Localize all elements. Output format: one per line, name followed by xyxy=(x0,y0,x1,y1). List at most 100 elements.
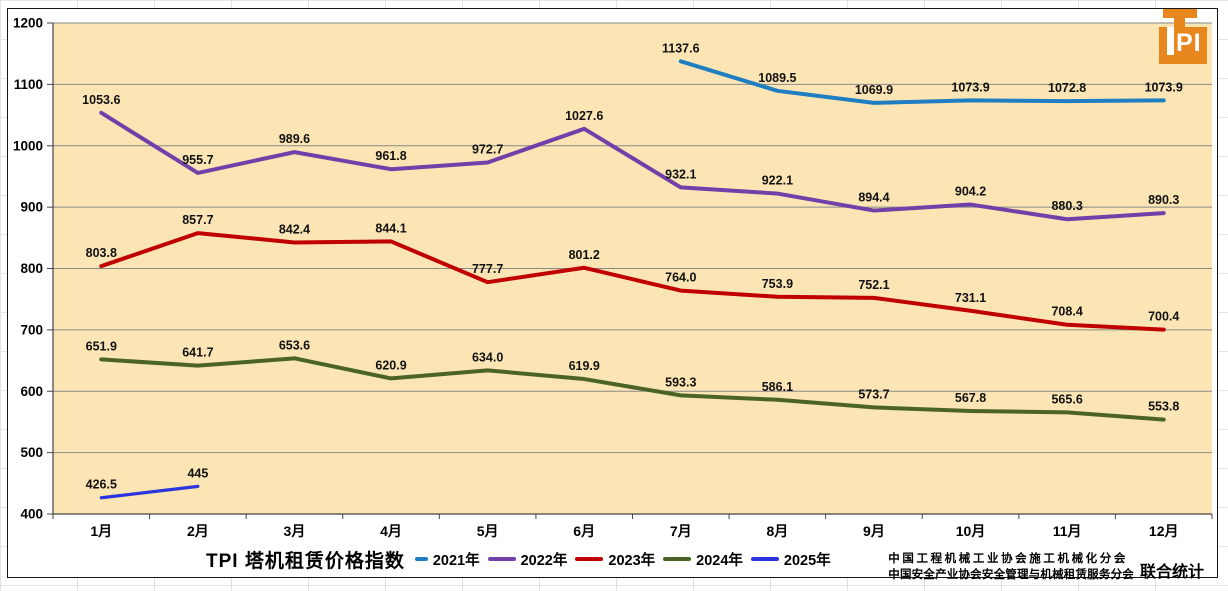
legend-swatch-icon xyxy=(414,557,428,561)
data-label: 1073.9 xyxy=(1145,80,1183,94)
tpi-logo-t-bar-icon xyxy=(1163,9,1197,18)
chart-frame: 400 500 600 700 800 900 1000 1100 1200 1月 2月 3月 4月 5月… xyxy=(7,8,1218,581)
x-axis-label: 10月 xyxy=(956,523,986,539)
credit-joint-label: 联合统计 xyxy=(1139,564,1204,581)
data-label: 972.7 xyxy=(472,143,503,157)
data-label: 426.5 xyxy=(86,478,117,492)
x-axis-label: 7月 xyxy=(670,523,692,539)
legend-label: 2025年 xyxy=(783,552,831,569)
data-label: 619.9 xyxy=(569,359,600,373)
legend-label: 2021年 xyxy=(432,552,480,569)
legend-item-2023年: 2023年 xyxy=(575,549,655,570)
data-label: 904.2 xyxy=(955,185,986,199)
data-label: 1073.9 xyxy=(951,80,989,94)
series-line-2023年 xyxy=(99,231,1166,332)
data-label: 842.4 xyxy=(279,222,310,236)
legend-item-2022年: 2022年 xyxy=(487,549,568,570)
data-label: 708.4 xyxy=(1051,305,1082,319)
data-label: 700.4 xyxy=(1148,310,1179,324)
series-line-2025年 xyxy=(99,484,200,500)
data-label: 880.3 xyxy=(1051,199,1082,213)
y-axis-label: 900 xyxy=(20,200,43,215)
series-line-2024年 xyxy=(99,356,1166,422)
x-axis-label: 8月 xyxy=(766,523,788,539)
data-label: 731.1 xyxy=(955,291,986,305)
legend-label: 2024年 xyxy=(696,552,743,569)
y-axis-label: 1100 xyxy=(14,77,43,92)
y-axis-label: 400 xyxy=(20,507,43,522)
data-label: 445 xyxy=(187,466,208,480)
data-label: 932.1 xyxy=(665,167,696,181)
tpi-logo: PI xyxy=(1159,9,1207,64)
data-label: 651.9 xyxy=(86,339,117,353)
legend-label: 2023年 xyxy=(608,552,656,569)
data-label: 586.1 xyxy=(762,380,793,394)
data-label: 653.6 xyxy=(279,338,310,352)
credits-footer: 中国工程机械工业协会施工机械化分会 中国安全产业协会安全管理与机械租赁服务分会 … xyxy=(888,550,1204,582)
x-axis-label: 9月 xyxy=(863,523,885,539)
x-axis-label: 6月 xyxy=(573,523,595,539)
data-label: 634.0 xyxy=(472,350,503,364)
legend-swatch-icon xyxy=(575,557,604,561)
x-axis-label: 4月 xyxy=(380,523,402,539)
data-label: 894.4 xyxy=(858,191,889,205)
tpi-logo-letters: PI xyxy=(1176,29,1202,57)
x-axis-label: 3月 xyxy=(284,523,306,539)
y-axis-label: 600 xyxy=(20,384,43,399)
data-label: 553.8 xyxy=(1148,400,1179,414)
data-label: 777.7 xyxy=(472,262,503,276)
y-axis-label: 700 xyxy=(20,322,43,337)
credit-line-2: 中国安全产业协会安全管理与机械租赁服务分会 xyxy=(888,569,1134,581)
data-label: 620.9 xyxy=(375,358,406,372)
tpi-logo-box: PI xyxy=(1159,27,1207,64)
data-label: 593.3 xyxy=(665,375,696,389)
data-label: 803.8 xyxy=(86,246,117,260)
data-label: 955.7 xyxy=(182,153,213,167)
chart-legend: TPI 塔机租赁价格指数 2021年 2022年 2023年 2024年 2025年 xyxy=(206,545,839,573)
data-label: 1089.5 xyxy=(758,71,796,85)
x-axis-label: 12月 xyxy=(1149,523,1179,539)
legend-item-2021年: 2021年 xyxy=(414,549,480,570)
data-label: 567.8 xyxy=(955,391,986,405)
legend-label: 2022年 xyxy=(520,552,568,569)
series-line-2021年 xyxy=(678,59,1166,105)
data-label: 922.1 xyxy=(762,174,793,188)
data-label: 1069.9 xyxy=(855,83,893,97)
tpi-logo-white-stem-icon xyxy=(1167,27,1174,55)
data-label: 1137.6 xyxy=(662,41,700,55)
x-axis-label: 2月 xyxy=(187,523,209,539)
data-label: 857.7 xyxy=(182,213,213,227)
data-label: 641.7 xyxy=(182,346,213,360)
data-label: 989.6 xyxy=(279,132,310,146)
y-axis-label: 1000 xyxy=(13,138,43,153)
x-axis-label: 11月 xyxy=(1053,523,1082,539)
credit-line-1: 中国工程机械工业协会施工机械化分会 xyxy=(888,553,1128,565)
legend-item-2024年: 2024年 xyxy=(663,549,743,570)
legend-swatch-icon xyxy=(750,557,779,561)
data-label: 753.9 xyxy=(762,277,793,291)
tpi-logo-t-stem-icon xyxy=(1174,18,1185,27)
legend-swatch-icon xyxy=(487,557,516,561)
data-label: 573.7 xyxy=(858,387,889,401)
legend-swatch-icon xyxy=(663,557,692,561)
data-label: 565.6 xyxy=(1051,392,1082,406)
data-label: 1072.8 xyxy=(1048,81,1086,95)
x-axis-label: 1月 xyxy=(90,523,112,539)
chart-svg: 400 500 600 700 800 900 1000 1100 1200 1月 2月 3月 4月 5月… xyxy=(13,16,1213,539)
y-axis-label: 1200 xyxy=(13,16,43,31)
data-label: 752.1 xyxy=(858,278,889,292)
y-axis-label: 500 xyxy=(20,445,43,460)
data-label: 961.8 xyxy=(375,149,406,163)
data-label: 801.2 xyxy=(569,248,600,262)
legend-items: 2021年 2022年 2023年 2024年 2025年 xyxy=(414,549,839,570)
y-axis-label: 800 xyxy=(20,261,43,276)
chart-title: TPI 塔机租赁价格指数 xyxy=(206,550,405,572)
data-label: 764.0 xyxy=(665,271,696,285)
data-label: 1027.6 xyxy=(565,109,603,123)
data-label: 890.3 xyxy=(1148,193,1179,207)
data-label: 1053.6 xyxy=(82,93,120,107)
x-axis-label: 5月 xyxy=(477,523,499,539)
data-label: 844.1 xyxy=(375,221,406,235)
series-line-2022年 xyxy=(99,110,1166,222)
